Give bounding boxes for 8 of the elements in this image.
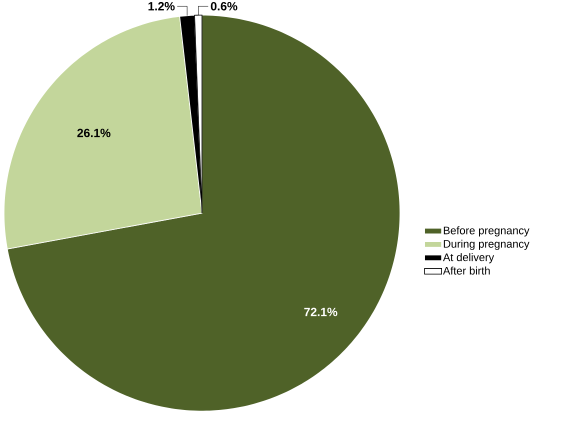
data-label: 72.1% xyxy=(304,308,338,316)
legend-label: After birth xyxy=(442,266,490,275)
legend-label: Before pregnancy xyxy=(444,226,530,236)
legend-label: During pregnancy xyxy=(444,240,530,250)
legend-label: At delivery xyxy=(442,253,494,264)
data-label: 1.2% xyxy=(148,2,175,10)
data-label: 26.1% xyxy=(77,128,110,138)
data-label: 0.6% xyxy=(210,2,238,10)
